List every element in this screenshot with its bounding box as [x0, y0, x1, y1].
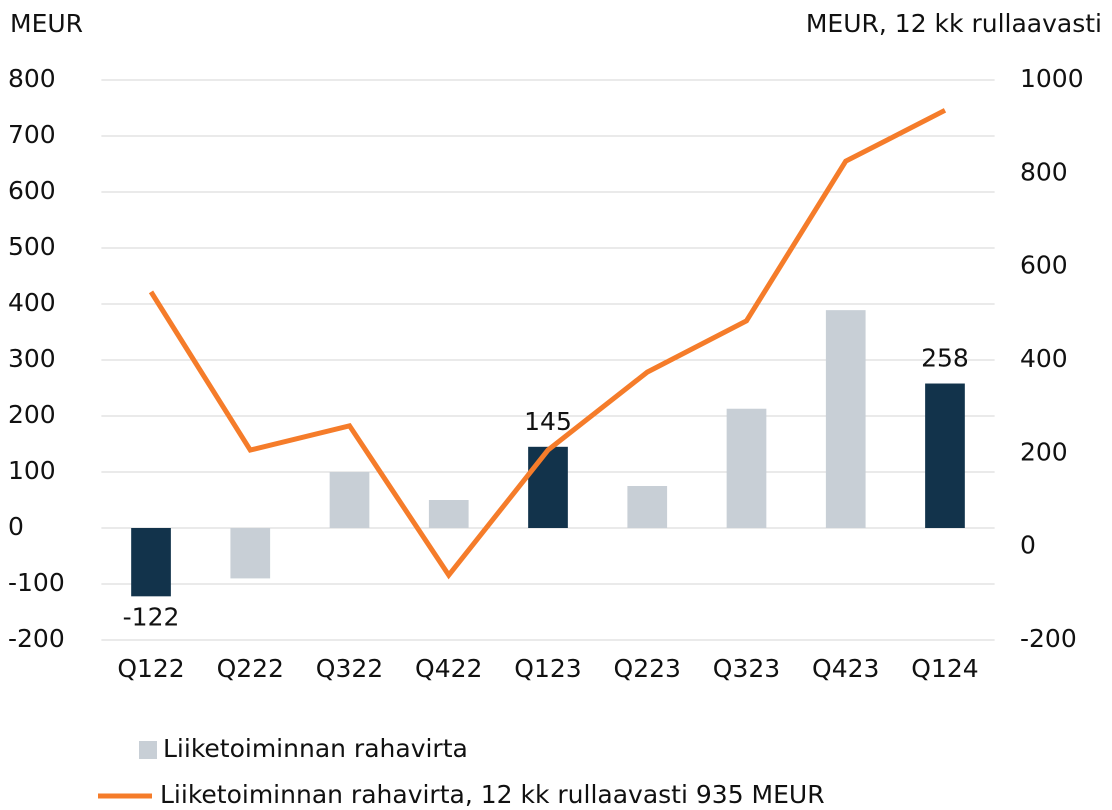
bar: [528, 446, 568, 528]
x-tick-label: Q122: [117, 654, 184, 683]
y-tick-label: 800: [8, 64, 56, 93]
data-label: 258: [921, 344, 969, 373]
legend-label: Liiketoiminnan rahavirta, 12 kk rullaava…: [160, 780, 825, 809]
y-tick-label: 200: [8, 400, 56, 429]
y-tick-label: 700: [8, 120, 56, 149]
y-tick-label: -100: [8, 568, 65, 597]
bar: [329, 472, 370, 528]
y-tick-label: 600: [8, 176, 56, 205]
y-tick-label: 500: [8, 232, 56, 261]
legend-swatch: [139, 741, 157, 759]
x-tick-label: Q223: [614, 654, 681, 683]
y-tick-label: 400: [8, 288, 56, 317]
y-tick-label: 300: [8, 344, 56, 373]
y2-tick-label: 0: [1020, 531, 1036, 560]
x-tick-label: Q322: [316, 654, 383, 683]
bar: [925, 383, 965, 528]
x-tick-label: Q323: [713, 654, 780, 683]
y-tick-label: 0: [8, 512, 24, 541]
y2-axis-label: MEUR, 12 kk rullaavasti: [806, 9, 1102, 38]
bar: [825, 310, 866, 528]
x-tick-label: Q423: [812, 654, 879, 683]
y2-tick-label: 1000: [1020, 64, 1084, 93]
line: [148, 108, 947, 580]
y-tick-label: 100: [8, 456, 56, 485]
y2-tick-label: 800: [1020, 157, 1068, 186]
x-tick-label: Q222: [217, 654, 284, 683]
bar: [627, 486, 668, 528]
x-tick-label: Q422: [415, 654, 482, 683]
y2-tick-label: 600: [1020, 251, 1068, 280]
x-tick-label: Q123: [514, 654, 581, 683]
bar: [131, 528, 171, 597]
data-label: 145: [524, 407, 572, 436]
bar: [428, 500, 469, 528]
y2-tick-label: -200: [1020, 624, 1077, 653]
x-tick-label: Q124: [911, 654, 978, 683]
legend-label: Liiketoiminnan rahavirta: [163, 734, 468, 763]
y2-tick-label: 200: [1020, 437, 1068, 466]
bar: [726, 408, 767, 528]
y2-tick-label: 400: [1020, 344, 1068, 373]
y-axis-label: MEUR: [10, 9, 83, 38]
bar: [230, 528, 271, 579]
y-tick-label: -200: [8, 624, 65, 653]
data-label: -122: [123, 602, 180, 631]
